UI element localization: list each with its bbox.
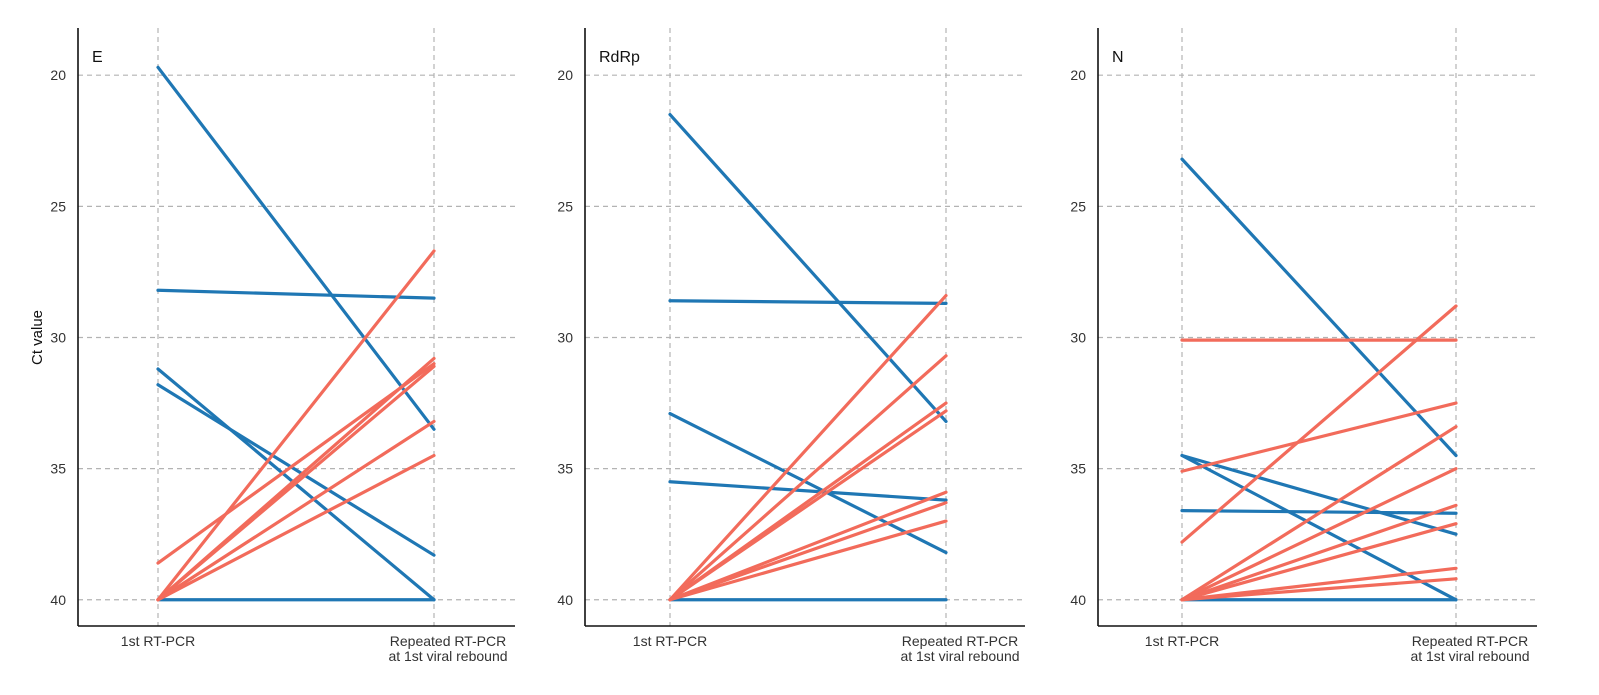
series-line-decrease — [156, 383, 436, 557]
y-tick-label: 35 — [1070, 461, 1086, 477]
x-tick-label: 1st RT-PCR — [633, 633, 707, 649]
y-tick-label: 35 — [557, 461, 573, 477]
series-line-increase — [668, 293, 948, 602]
series-line-increase — [668, 490, 948, 602]
series-line-decrease — [668, 299, 948, 305]
panel-e: 20 25 30 35 40 1st RT-PCR Repeated RT-PCR at 1s… — [50, 28, 515, 664]
series-line-increase — [156, 453, 436, 602]
x-tick-label-line: 1st RT-PCR — [633, 633, 707, 649]
series-line-increase — [1180, 304, 1458, 544]
series-line-increase — [1180, 566, 1458, 602]
x-tick-label: Repeated RT-PCR at 1st viral rebound — [1410, 633, 1529, 664]
y-tick-label: 20 — [1070, 67, 1086, 83]
series-line-increase — [1180, 503, 1458, 602]
series-line-decrease — [668, 411, 948, 555]
x-tick-label: Repeated RT-PCR at 1st viral rebound — [900, 633, 1019, 664]
x-tick-label-line: at 1st viral rebound — [1410, 648, 1529, 664]
series-line-increase — [1180, 467, 1458, 602]
y-tick-label: 25 — [557, 198, 573, 214]
x-tick-label-line: at 1st viral rebound — [900, 648, 1019, 664]
x-tick-label-line: 1st RT-PCR — [1145, 633, 1219, 649]
series-line-decrease — [668, 112, 948, 424]
y-tick-label: 25 — [50, 198, 66, 214]
y-tick-label: 40 — [50, 592, 66, 608]
series-line-decrease — [1180, 453, 1458, 602]
series-line-increase — [668, 354, 948, 602]
panel-rdrp: 20 25 30 35 40 1st RT-PCR Repeated RT-PCR at 1s… — [557, 28, 1025, 664]
y-tick-label: 35 — [50, 461, 66, 477]
y-tick-label: 40 — [1070, 592, 1086, 608]
panel-title: RdRp — [599, 49, 640, 66]
x-tick-label: Repeated RT-PCR at 1st viral rebound — [388, 633, 507, 664]
y-axis-label: Ct value — [29, 310, 46, 365]
panel-n: 20 25 30 35 40 1st RT-PCR Repeated RT-PCR at 1s… — [1070, 28, 1537, 664]
y-tick-label: 30 — [50, 329, 66, 345]
series-line-decrease — [156, 288, 436, 300]
x-tick-label: 1st RT-PCR — [121, 633, 195, 649]
y-tick-label: 30 — [557, 329, 573, 345]
series-line-increase — [156, 249, 436, 602]
y-tick-label: 20 — [557, 67, 573, 83]
series-line-increase — [668, 519, 948, 602]
x-tick-label-line: 1st RT-PCR — [121, 633, 195, 649]
series-line-increase — [1180, 577, 1458, 602]
x-tick-label-line: Repeated RT-PCR — [390, 633, 506, 649]
y-tick-label: 20 — [50, 67, 66, 83]
y-tick-label: 40 — [557, 592, 573, 608]
series-line-decrease — [1180, 157, 1458, 458]
series-line-increase — [668, 501, 948, 602]
series-line-increase — [1180, 425, 1458, 602]
x-tick-label: 1st RT-PCR — [1145, 633, 1219, 649]
panel-title: N — [1112, 49, 1124, 66]
y-tick-label: 25 — [1070, 198, 1086, 214]
series-line-decrease — [668, 480, 948, 502]
series-line-increase — [1180, 401, 1458, 473]
series-line-increase — [668, 409, 948, 602]
series-line-increase — [156, 419, 436, 602]
panel-title: E — [92, 49, 103, 66]
x-tick-label-line: Repeated RT-PCR — [902, 633, 1018, 649]
series-line-increase — [1180, 522, 1458, 602]
y-tick-label: 30 — [1070, 329, 1086, 345]
series-line-increase — [156, 364, 436, 602]
x-tick-label-line: Repeated RT-PCR — [1412, 633, 1528, 649]
series-line-decrease — [156, 65, 436, 431]
x-tick-label-line: at 1st viral rebound — [388, 648, 507, 664]
series-line-decrease — [1180, 453, 1458, 536]
